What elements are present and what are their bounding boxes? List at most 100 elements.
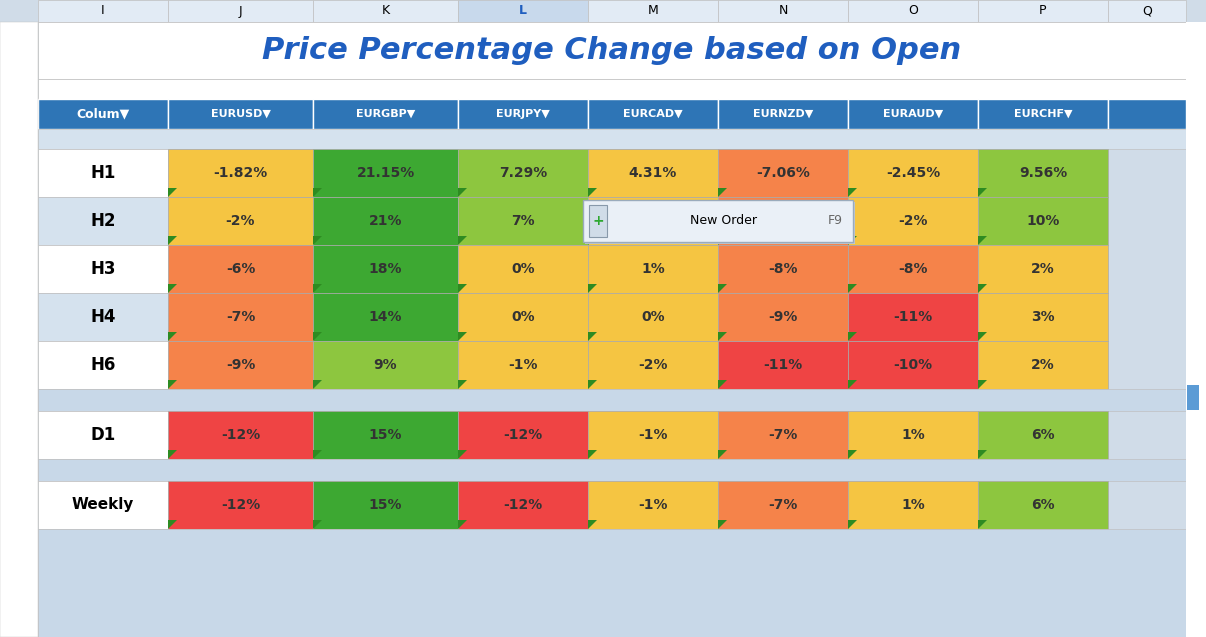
Bar [589, 411, 718, 459]
Text: 2%: 2% [1031, 358, 1055, 372]
Text: 15%: 15% [369, 498, 403, 512]
Bar [1187, 385, 1199, 410]
Bar [0, 22, 39, 637]
Text: N: N [778, 4, 788, 17]
Bar [589, 341, 718, 389]
Text: 2%: 2% [1031, 262, 1055, 276]
Text: 10%: 10% [1026, 214, 1060, 228]
Bar [589, 99, 718, 129]
Bar [39, 389, 1185, 411]
Bar [314, 341, 458, 389]
Bar [978, 411, 1108, 459]
Text: -8%: -8% [898, 262, 927, 276]
Bar [718, 0, 848, 22]
Bar [458, 0, 589, 22]
Polygon shape [848, 284, 857, 293]
Bar [39, 99, 168, 129]
Text: H1: H1 [90, 164, 116, 182]
Bar [39, 197, 168, 245]
Polygon shape [458, 188, 467, 197]
Polygon shape [848, 236, 857, 245]
Polygon shape [168, 284, 177, 293]
Polygon shape [718, 520, 727, 529]
Text: EURNZD▼: EURNZD▼ [753, 109, 813, 119]
Text: 9%: 9% [374, 358, 397, 372]
Text: H3: H3 [90, 260, 116, 278]
Polygon shape [978, 380, 987, 389]
Polygon shape [589, 332, 597, 341]
Bar [314, 481, 458, 529]
Text: -12%: -12% [503, 428, 543, 442]
Text: EURUSD▼: EURUSD▼ [211, 109, 270, 119]
Text: EURAUD▼: EURAUD▼ [883, 109, 943, 119]
Text: 21.15%: 21.15% [357, 166, 415, 180]
Polygon shape [589, 450, 597, 459]
Bar [39, 129, 1185, 149]
Polygon shape [458, 380, 467, 389]
Bar [848, 99, 978, 129]
Bar [582, 200, 853, 242]
Text: 18%: 18% [369, 262, 403, 276]
Bar [585, 202, 855, 244]
Text: 9.56%: 9.56% [1019, 166, 1067, 180]
Bar [168, 99, 314, 129]
Bar [39, 79, 1185, 99]
Text: -10%: -10% [894, 358, 932, 372]
Polygon shape [168, 188, 177, 197]
Text: -12%: -12% [221, 428, 260, 442]
Text: -7%: -7% [226, 310, 256, 324]
Bar [168, 411, 314, 459]
Text: M: M [648, 4, 658, 17]
Polygon shape [314, 188, 322, 197]
Polygon shape [168, 380, 177, 389]
Polygon shape [168, 520, 177, 529]
Bar [848, 341, 978, 389]
Polygon shape [314, 380, 322, 389]
Text: H2: H2 [90, 212, 116, 230]
Polygon shape [589, 236, 597, 245]
Text: -7%: -7% [768, 214, 797, 228]
Bar [718, 341, 848, 389]
Bar [718, 411, 848, 459]
Text: 1%: 1% [901, 428, 925, 442]
Text: -2%: -2% [638, 358, 668, 372]
Polygon shape [589, 188, 597, 197]
Bar [39, 245, 168, 293]
Text: -12%: -12% [221, 498, 260, 512]
Bar [848, 149, 978, 197]
Bar [718, 293, 848, 341]
Bar [314, 293, 458, 341]
Bar [314, 0, 458, 22]
Polygon shape [978, 188, 987, 197]
Bar [718, 149, 848, 197]
Polygon shape [589, 520, 597, 529]
Bar [978, 293, 1108, 341]
Bar [39, 341, 168, 389]
Polygon shape [314, 236, 322, 245]
Bar [718, 197, 848, 245]
Bar [39, 529, 1185, 637]
Bar [168, 197, 314, 245]
Bar [39, 293, 168, 341]
Text: -2.45%: -2.45% [886, 166, 941, 180]
Bar [168, 293, 314, 341]
Text: 14%: 14% [369, 310, 403, 324]
Text: K: K [381, 4, 390, 17]
Bar [1185, 22, 1206, 637]
Polygon shape [718, 380, 727, 389]
Bar [718, 245, 848, 293]
Text: -12%: -12% [503, 498, 543, 512]
Bar [458, 481, 589, 529]
Polygon shape [718, 284, 727, 293]
Bar [314, 99, 458, 129]
Bar [39, 481, 168, 529]
Bar [589, 293, 718, 341]
Text: 0%: 0% [511, 262, 534, 276]
Text: -11%: -11% [763, 358, 803, 372]
Bar [314, 197, 458, 245]
Polygon shape [314, 520, 322, 529]
Bar [718, 481, 848, 529]
Bar [168, 245, 314, 293]
Polygon shape [978, 332, 987, 341]
Text: -1%: -1% [508, 358, 538, 372]
